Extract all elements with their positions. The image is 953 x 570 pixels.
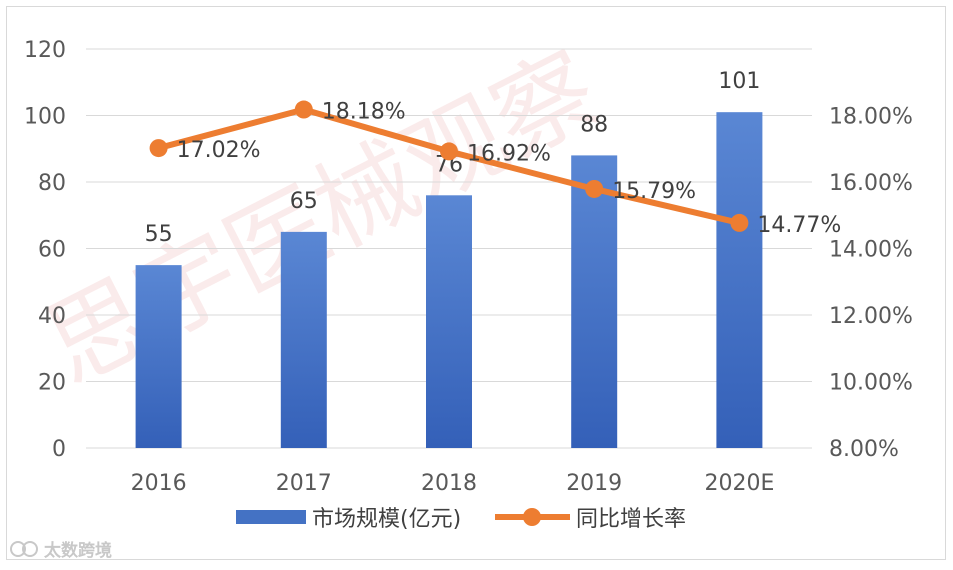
- bar: [571, 155, 618, 448]
- bar: [716, 112, 763, 449]
- bar-value-label: 55: [145, 222, 173, 247]
- left-tick-label: 20: [38, 371, 66, 396]
- right-tick-label: 14.00%: [829, 238, 913, 263]
- bar: [280, 231, 327, 448]
- line-point: [294, 100, 313, 119]
- line-value-label: 17.02%: [177, 138, 261, 163]
- left-tick-label: 120: [24, 38, 66, 63]
- line-value-label: 14.77%: [757, 213, 841, 238]
- x-tick-label: 2020E: [704, 471, 774, 496]
- legend-bar-label: 市场规模(亿元): [312, 507, 461, 532]
- line-point: [730, 213, 749, 232]
- bar-value-label: 101: [718, 69, 760, 94]
- legend: 市场规模(亿元) 同比增长率: [236, 507, 686, 532]
- line-point: [440, 142, 458, 161]
- line-value-label: 18.18%: [322, 100, 406, 125]
- x-axis: 2016 2017 2018 2019 2020E: [131, 471, 775, 496]
- corner-logo-text: 太数跨境: [44, 540, 112, 561]
- left-tick-label: 80: [38, 171, 66, 196]
- line-value-label: 15.79%: [612, 179, 696, 204]
- right-tick-label: 16.00%: [829, 171, 913, 196]
- left-tick-label: 0: [52, 437, 66, 462]
- left-tick-label: 100: [24, 105, 66, 130]
- right-tick-label: 8.00%: [829, 437, 899, 462]
- left-tick-label: 60: [38, 238, 66, 263]
- logo-icon-b: [22, 541, 38, 557]
- legend-bar-swatch: [236, 510, 306, 524]
- right-tick-label: 10.00%: [829, 371, 913, 396]
- x-tick-label: 2016: [131, 471, 187, 496]
- left-axis: 0 20 40 60 80 100 120: [24, 38, 66, 462]
- right-axis: 8.00% 10.00% 12.00% 14.00% 16.00% 18.00%: [829, 105, 913, 463]
- x-tick-label: 2019: [566, 471, 622, 496]
- right-tick-label: 12.00%: [829, 304, 913, 329]
- bar-value-label: 65: [290, 189, 318, 214]
- bar: [135, 265, 182, 448]
- line-point: [149, 139, 168, 158]
- x-tick-label: 2018: [421, 471, 477, 496]
- bar-value-label: 88: [580, 112, 608, 137]
- bar: [426, 195, 472, 448]
- legend-line-marker: [523, 508, 541, 526]
- legend-line-label: 同比增长率: [576, 507, 686, 532]
- line-series: 17.02% 18.18% 16.92% 15.79% 14.77%: [149, 100, 841, 238]
- left-tick-label: 40: [38, 304, 66, 329]
- right-tick-label: 18.00%: [829, 105, 913, 130]
- line-value-label: 16.92%: [467, 141, 551, 166]
- x-tick-label: 2017: [276, 471, 332, 496]
- corner-logo: 太数跨境: [10, 540, 112, 561]
- logo-icon: [10, 541, 26, 557]
- line-point: [585, 179, 604, 198]
